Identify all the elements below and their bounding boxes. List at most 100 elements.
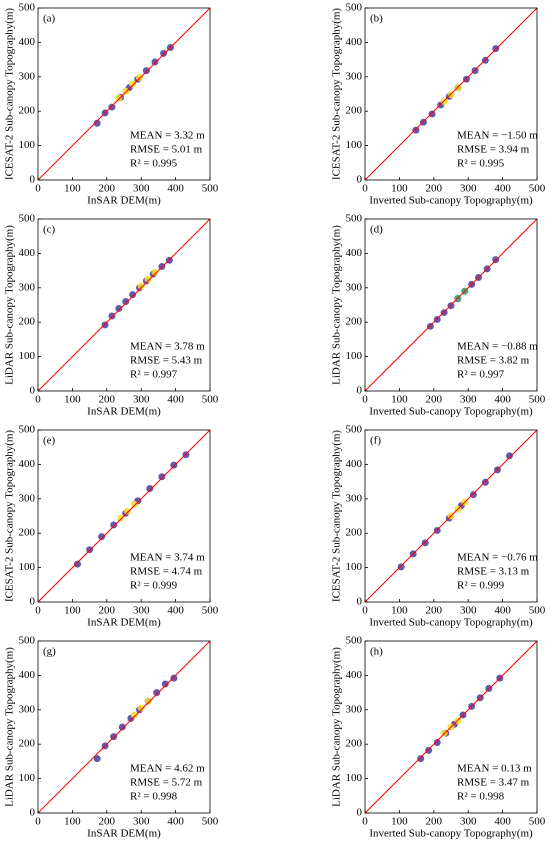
y-axis-label: ICESAT-2 Sub-canopy Topography(m) xyxy=(331,430,343,602)
x-tick-label: 100 xyxy=(64,605,81,617)
x-tick-label: 0 xyxy=(35,816,41,828)
point xyxy=(130,500,138,508)
statistic: RMSE = 3.82 m xyxy=(457,355,530,367)
x-tick-label: 300 xyxy=(460,816,477,828)
statistic: RMSE = 5.01 m xyxy=(130,144,203,156)
statistic: RMSE = 5.72 m xyxy=(130,777,203,789)
statistic: R² = 0.997 xyxy=(130,369,178,381)
x-axis-label: InSAR DEM(m) xyxy=(87,828,161,840)
statistic: RMSE = 3.13 m xyxy=(457,566,530,578)
x-tick-label: 100 xyxy=(391,183,408,195)
point xyxy=(137,704,145,712)
point xyxy=(144,697,152,705)
x-tick-label: 200 xyxy=(99,605,116,617)
x-tick-label: 400 xyxy=(494,183,511,195)
x-tick-label: 300 xyxy=(460,183,477,195)
x-tick-label: 0 xyxy=(362,816,368,828)
statistic: MEAN = 3.32 m xyxy=(130,130,205,142)
y-tick-label: 100 xyxy=(346,561,363,573)
y-tick-label: 500 xyxy=(19,424,36,436)
x-tick-label: 100 xyxy=(391,816,408,828)
x-tick-label: 200 xyxy=(99,816,116,828)
x-tick-label: 300 xyxy=(133,183,150,195)
y-tick-label: 200 xyxy=(346,527,363,539)
y-tick-label: 500 xyxy=(346,424,363,436)
x-axis-label: InSAR DEM(m) xyxy=(87,195,161,207)
x-tick-label: 100 xyxy=(64,816,81,828)
x-tick-label: 500 xyxy=(202,605,219,617)
y-tick-label: 400 xyxy=(19,669,36,681)
x-tick-label: 500 xyxy=(529,394,546,406)
point xyxy=(170,461,178,469)
axes-frame xyxy=(37,429,211,603)
statistic: MEAN = −0.76 m xyxy=(457,552,538,564)
point xyxy=(137,282,145,290)
y-tick-label: 400 xyxy=(19,247,36,259)
y-tick-label: 500 xyxy=(19,213,36,225)
point xyxy=(118,723,126,731)
y-tick-label: 500 xyxy=(346,2,363,14)
y-tick-label: 200 xyxy=(19,105,36,117)
x-tick-label: 400 xyxy=(494,605,511,617)
y-tick-label: 0 xyxy=(357,385,363,397)
y-tick-label: 0 xyxy=(30,807,36,819)
statistic: R² = 0.995 xyxy=(130,158,178,170)
x-tick-label: 200 xyxy=(99,394,116,406)
point xyxy=(135,73,143,81)
x-tick-label: 400 xyxy=(167,394,184,406)
x-tick-label: 0 xyxy=(35,394,41,406)
x-tick-label: 500 xyxy=(529,605,546,617)
x-tick-label: 400 xyxy=(494,394,511,406)
x-tick-label: 300 xyxy=(460,605,477,617)
panel-label: (h) xyxy=(370,646,383,658)
point xyxy=(428,110,436,118)
point xyxy=(151,58,159,66)
point xyxy=(117,514,125,522)
point xyxy=(161,680,169,688)
x-tick-label: 500 xyxy=(202,394,219,406)
x-tick-label: 0 xyxy=(362,605,368,617)
statistic: MEAN = −1.50 m xyxy=(457,130,538,142)
x-tick-label: 300 xyxy=(133,816,150,828)
y-tick-label: 300 xyxy=(346,703,363,715)
point xyxy=(101,321,109,329)
point xyxy=(110,521,118,529)
y-tick-label: 300 xyxy=(346,281,363,293)
y-axis-label: LiDAR Sub-canopy Topography(m) xyxy=(331,225,343,385)
y-axis-label: LiDAR Sub-canopy Topography(m) xyxy=(331,647,343,807)
x-tick-label: 200 xyxy=(426,816,443,828)
x-tick-label: 0 xyxy=(362,394,368,406)
y-tick-label: 400 xyxy=(346,458,363,470)
y-tick-label: 500 xyxy=(346,635,363,647)
point xyxy=(74,560,82,568)
point xyxy=(123,507,131,515)
point xyxy=(425,746,433,754)
y-tick-label: 100 xyxy=(19,350,36,362)
x-axis-label: InSAR DEM(m) xyxy=(87,617,161,629)
x-tick-label: 0 xyxy=(35,183,41,195)
point xyxy=(469,491,477,499)
y-tick-label: 0 xyxy=(30,385,36,397)
reference-line xyxy=(364,429,538,603)
point xyxy=(153,689,161,697)
x-axis-label: Inverted Sub-canopy Topography(m) xyxy=(369,406,533,418)
x-tick-label: 200 xyxy=(426,605,443,617)
y-tick-label: 200 xyxy=(346,316,363,328)
statistic: R² = 0.999 xyxy=(130,580,178,592)
point xyxy=(433,738,441,746)
x-tick-label: 400 xyxy=(167,183,184,195)
point xyxy=(108,312,116,320)
point xyxy=(115,94,123,102)
point xyxy=(397,563,405,571)
x-tick-label: 200 xyxy=(426,183,443,195)
point xyxy=(93,119,101,127)
point xyxy=(412,126,420,134)
point xyxy=(146,484,154,492)
x-tick-label: 100 xyxy=(64,394,81,406)
y-tick-label: 300 xyxy=(19,703,36,715)
point xyxy=(108,103,116,111)
x-tick-label: 200 xyxy=(99,183,116,195)
x-axis-label: Inverted Sub-canopy Topography(m) xyxy=(369,195,533,207)
y-tick-label: 100 xyxy=(19,139,36,151)
y-tick-label: 400 xyxy=(19,458,36,470)
